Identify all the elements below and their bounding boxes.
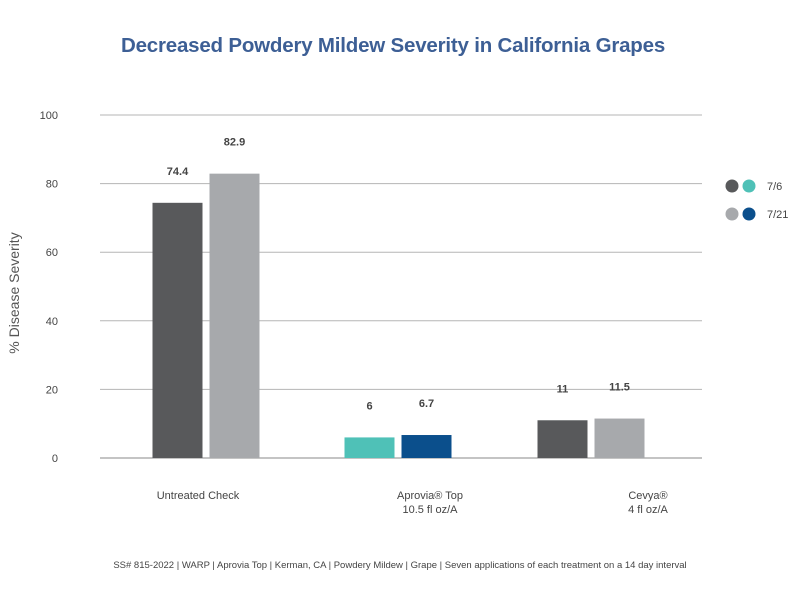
legend-swatch [725, 179, 739, 193]
legend-swatch [742, 179, 756, 193]
data-label: 6.7 [419, 398, 434, 410]
y-tick-label: 100 [40, 110, 58, 122]
legend-label: 7/6 [767, 181, 782, 193]
legend: 7/6 7/21 [725, 179, 788, 221]
legend-swatch [742, 207, 756, 221]
data-label: 82.9 [224, 137, 245, 149]
category-label: 4 fl oz/A [628, 504, 668, 516]
data-label: 74.4 [167, 166, 189, 178]
y-tick-label: 20 [46, 384, 58, 396]
category-label: 10.5 fl oz/A [402, 504, 458, 516]
bar-7-21-2 [594, 418, 645, 458]
y-tick-label: 80 [46, 179, 58, 191]
bar-7-21-0 [209, 173, 260, 458]
y-axis-ticks: 0 20 40 60 80 100 [40, 110, 58, 465]
legend-swatch [725, 207, 739, 221]
y-tick-label: 0 [52, 453, 58, 465]
data-labels: 74.4 82.9 6 6.7 11 11.5 [167, 137, 630, 413]
x-axis-categories: Untreated Check Aprovia® Top 10.5 fl oz/A C… [157, 490, 669, 516]
bar-7-6-1 [344, 437, 395, 458]
y-tick-label: 60 [46, 247, 58, 259]
data-label: 11 [557, 383, 569, 395]
y-tick-label: 40 [46, 316, 58, 328]
bars [152, 173, 645, 458]
legend-label: 7/21 [767, 209, 788, 221]
y-axis-label: % Disease Severity [6, 232, 22, 353]
data-label: 11.5 [609, 382, 630, 394]
bar-7-21-1 [401, 435, 452, 458]
category-label: Cevya® [628, 490, 667, 502]
data-label: 6 [366, 400, 372, 412]
bar-7-6-2 [537, 420, 588, 458]
category-label: Untreated Check [157, 490, 240, 502]
category-label: Aprovia® Top [397, 490, 463, 502]
footnote: SS# 815-2022 | WARP | Aprovia Top | Kerm… [113, 560, 687, 571]
chart-title: Decreased Powdery Mildew Severity in Cal… [120, 34, 666, 57]
bar-7-6-0 [152, 202, 203, 458]
